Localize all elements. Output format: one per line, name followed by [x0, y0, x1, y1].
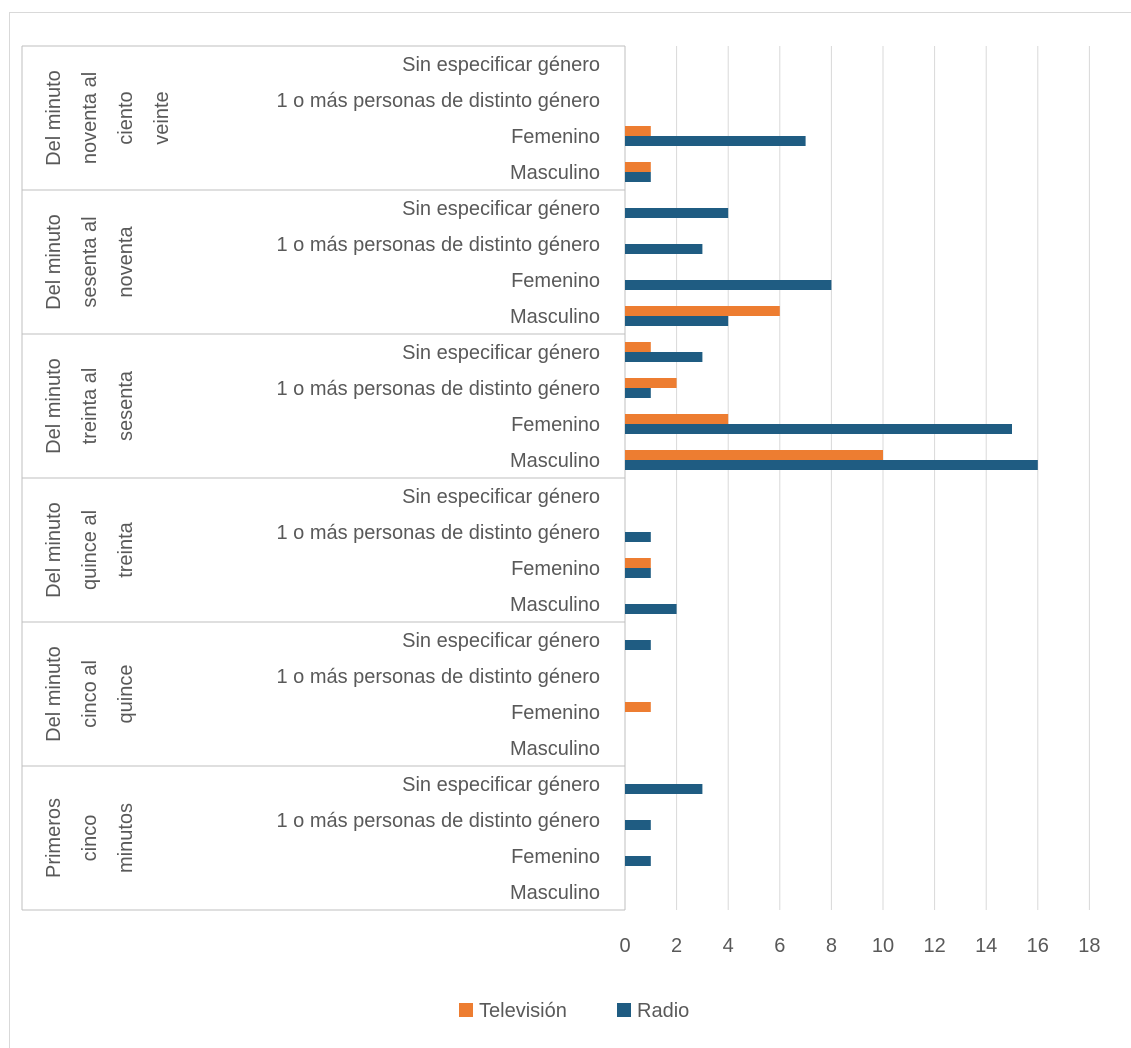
x-tick-label: 14: [975, 935, 997, 957]
bar-television: [625, 558, 651, 568]
category-label: 1 o más personas de distinto género: [276, 810, 600, 832]
bar-radio: [625, 424, 1012, 434]
category-label: Masculino: [510, 738, 600, 760]
group-label-line: Del minuto: [43, 502, 65, 598]
category-label: 1 o más personas de distinto género: [276, 666, 600, 688]
group-label-line: quince al: [79, 510, 101, 590]
category-label: Masculino: [510, 882, 600, 904]
bar-television: [625, 378, 677, 388]
category-label: Masculino: [510, 162, 600, 184]
bar-radio: [625, 532, 651, 542]
bar-television: [625, 450, 883, 460]
legend: Televisión Radio: [459, 1000, 689, 1022]
legend-swatch: [617, 1003, 631, 1017]
chart-border: [9, 12, 1131, 1048]
legend-label: Radio: [637, 1000, 689, 1022]
bar-radio: [625, 280, 832, 290]
bar-radio: [625, 460, 1038, 470]
bar-radio: [625, 640, 651, 650]
group-label-line: treinta: [115, 521, 137, 577]
category-label: Sin especificar género: [402, 342, 600, 364]
bar-radio: [625, 856, 651, 866]
category-label: Femenino: [511, 702, 600, 724]
group-label-line: cinco al: [79, 660, 101, 728]
x-tick-label: 2: [671, 935, 682, 957]
bar-television: [625, 342, 651, 352]
group-label-line: veinte: [151, 91, 173, 144]
bar-radio: [625, 136, 806, 146]
group-label-line: quince: [115, 665, 137, 724]
x-tick-label: 16: [1027, 935, 1049, 957]
gridlines: [676, 46, 1090, 910]
group-label-line: treinta al: [79, 368, 101, 445]
value-axis: 0 2 4 6 8 10 12 14 16 18: [619, 935, 1100, 957]
category-label: Sin especificar género: [402, 198, 600, 220]
bar-television: [625, 126, 651, 136]
group-label-line: Del minuto: [43, 214, 65, 310]
category-label: Masculino: [510, 594, 600, 616]
bar-radio: [625, 388, 651, 398]
category-label: Masculino: [510, 306, 600, 328]
category-label: 1 o más personas de distinto género: [276, 90, 600, 112]
group-label-line: minutos: [115, 803, 137, 873]
group-label-line: cinco: [79, 815, 101, 862]
bar-radio: [625, 604, 677, 614]
legend-swatch: [459, 1003, 473, 1017]
group-label-line: noventa al: [79, 72, 101, 164]
bars: [625, 126, 1038, 866]
category-label: Femenino: [511, 414, 600, 436]
x-tick-label: 18: [1078, 935, 1100, 957]
group-label-line: Del minuto: [43, 358, 65, 454]
bar-television: [625, 702, 651, 712]
x-tick-label: 10: [872, 935, 894, 957]
group-label-line: sesenta: [115, 370, 137, 441]
group-label-line: ciento: [115, 91, 137, 144]
group-label-line: Del minuto: [43, 646, 65, 742]
bar-radio: [625, 172, 651, 182]
x-tick-label: 4: [723, 935, 734, 957]
group-label-line: noventa: [115, 226, 137, 298]
bar-radio: [625, 208, 729, 218]
category-label: Sin especificar género: [402, 774, 600, 796]
bar-television: [625, 414, 729, 424]
group-label-line: Del minuto: [43, 70, 65, 166]
category-label: 1 o más personas de distinto género: [276, 522, 600, 544]
category-label: Femenino: [511, 126, 600, 148]
x-tick-label: 0: [619, 935, 630, 957]
category-label: 1 o más personas de distinto género: [276, 378, 600, 400]
x-tick-label: 8: [826, 935, 837, 957]
x-tick-label: 6: [774, 935, 785, 957]
bar-radio: [625, 784, 703, 794]
category-label: 1 o más personas de distinto género: [276, 234, 600, 256]
category-label: Femenino: [511, 558, 600, 580]
bar-television: [625, 306, 780, 316]
category-label: Masculino: [510, 450, 600, 472]
bar-television: [625, 162, 651, 172]
bar-radio: [625, 244, 703, 254]
category-axis: Del minuto noventa al ciento veinte Sin espe…: [21, 45, 626, 911]
group-label-line: sesenta al: [79, 216, 101, 307]
group-label-line: Primeros: [43, 798, 65, 878]
bar-radio: [625, 316, 729, 326]
bar-radio: [625, 568, 651, 578]
category-label: Sin especificar género: [402, 54, 600, 76]
category-label: Sin especificar género: [402, 630, 600, 652]
x-tick-label: 12: [923, 935, 945, 957]
category-label: Femenino: [511, 846, 600, 868]
bar-radio: [625, 820, 651, 830]
category-label: Sin especificar género: [402, 486, 600, 508]
category-label: Femenino: [511, 270, 600, 292]
legend-label: Televisión: [479, 1000, 567, 1022]
bar-radio: [625, 352, 703, 362]
